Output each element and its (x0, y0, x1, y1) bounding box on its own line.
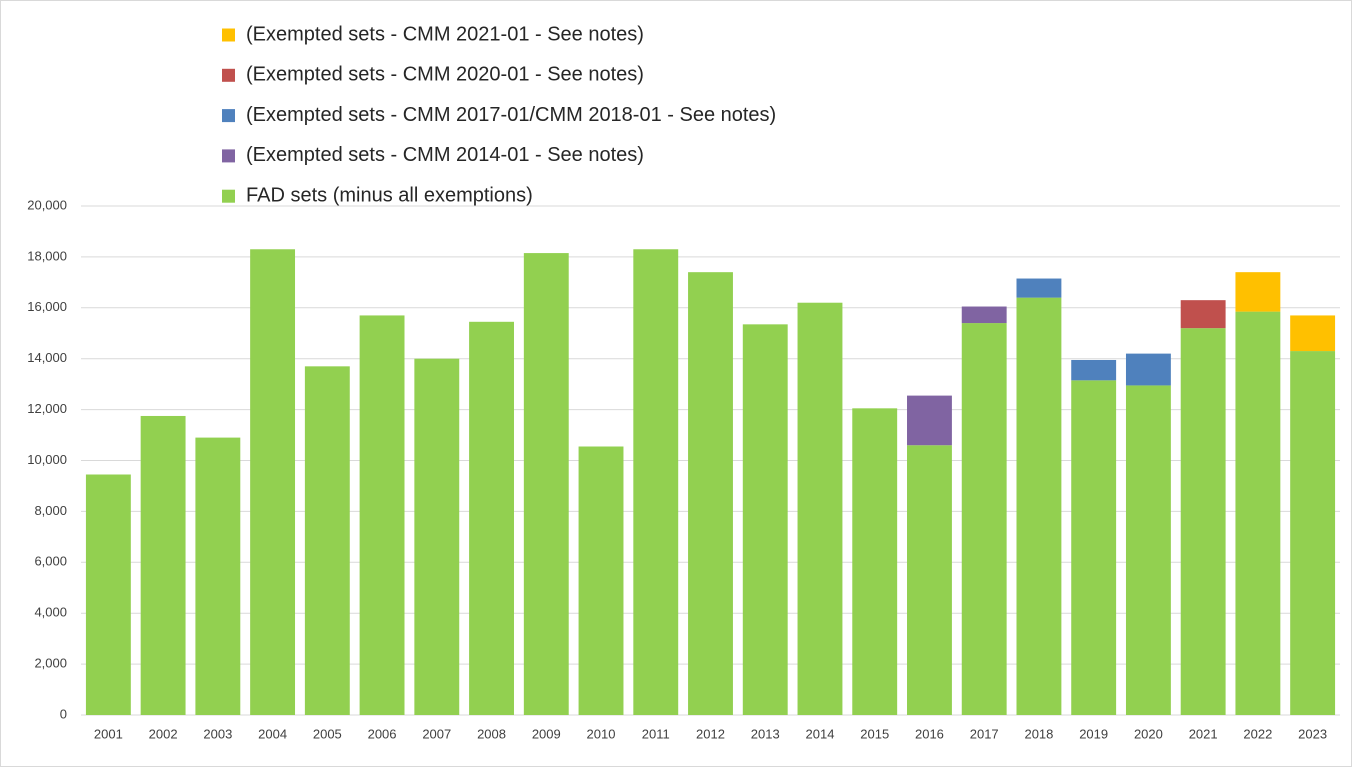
bar-segment (961, 306, 1007, 324)
bar-segment (1290, 351, 1336, 715)
legend-swatch (222, 28, 235, 42)
x-tick-label: 2016 (915, 726, 944, 741)
legend-label: FAD sets (minus all exemptions) (246, 184, 533, 206)
bar-segment (1125, 353, 1171, 386)
bar-segment (523, 253, 569, 715)
bar-segment (742, 324, 788, 715)
bar-segment (469, 321, 514, 715)
x-tick-label: 2001 (94, 726, 123, 741)
x-tick-label: 2012 (696, 726, 725, 741)
x-tick-label: 2023 (1298, 726, 1327, 741)
y-tick-label: 18,000 (27, 248, 67, 263)
x-tick-label: 2020 (1134, 726, 1163, 741)
bar-segment (797, 302, 843, 715)
x-tick-label: 2005 (313, 726, 342, 741)
x-tick-label: 2018 (1024, 726, 1053, 741)
x-tick-label: 2014 (806, 726, 835, 741)
bar-segment (1125, 385, 1171, 715)
bar-segment (1290, 315, 1336, 352)
bar-segment (688, 272, 733, 715)
x-tick-label: 2003 (203, 726, 232, 741)
bar-segment (1016, 297, 1062, 715)
x-tick-label: 2013 (751, 726, 780, 741)
bar-segment (304, 366, 350, 715)
bar-segment (359, 315, 405, 715)
y-tick-label: 0 (60, 706, 67, 721)
bar-segment (195, 437, 241, 715)
legend-label: (Exempted sets - CMM 2014-01 - See notes… (246, 144, 644, 166)
y-tick-label: 2,000 (34, 656, 67, 671)
legend-swatch (222, 189, 235, 203)
bar-segment (852, 408, 898, 715)
bar-segment (1071, 380, 1117, 715)
bar-segment (414, 358, 460, 715)
x-tick-label: 2011 (642, 726, 670, 741)
y-tick-label: 8,000 (34, 503, 67, 518)
legend-label: (Exempted sets - CMM 2017-01/CMM 2018-01… (246, 104, 776, 126)
legend-swatch (222, 149, 235, 163)
legend-swatch (222, 109, 235, 123)
bar-segment (250, 249, 296, 715)
x-tick-label: 2019 (1079, 726, 1108, 741)
bar-segment (1180, 328, 1226, 715)
x-tick-label: 2009 (532, 726, 561, 741)
x-tick-label: 2022 (1243, 726, 1272, 741)
x-tick-label: 2006 (368, 726, 397, 741)
x-tick-label: 2015 (860, 726, 889, 741)
bar-segment (633, 249, 679, 715)
x-tick-label: 2010 (587, 726, 616, 741)
x-tick-label: 2007 (422, 726, 451, 741)
y-tick-label: 10,000 (27, 452, 67, 467)
x-tick-label: 2008 (477, 726, 506, 741)
bar-segment (1180, 300, 1226, 329)
x-tick-label: 2017 (970, 726, 999, 741)
y-tick-label: 14,000 (27, 350, 67, 365)
x-tick-label: 2021 (1189, 726, 1218, 741)
legend-label: (Exempted sets - CMM 2021-01 - See notes… (246, 23, 644, 45)
legend-label: (Exempted sets - CMM 2020-01 - See notes… (246, 64, 644, 86)
bar-segment (1071, 359, 1117, 381)
bar-segment (85, 474, 131, 715)
y-tick-label: 6,000 (34, 554, 67, 569)
y-tick-label: 12,000 (27, 401, 67, 416)
bar-segment (907, 395, 952, 446)
bar-segment (907, 445, 952, 715)
bar-segment (578, 446, 624, 715)
bar-segment (1016, 278, 1062, 298)
legend-swatch (222, 68, 235, 82)
bar-segment (140, 415, 186, 715)
y-tick-label: 16,000 (27, 299, 67, 314)
bar-segment (1235, 272, 1281, 312)
bar-segment (1235, 311, 1281, 715)
x-tick-label: 2002 (149, 726, 178, 741)
y-tick-label: 4,000 (34, 605, 67, 620)
bar-segment (961, 323, 1007, 715)
x-tick-label: 2004 (258, 726, 287, 741)
y-tick-label: 20,000 (27, 197, 67, 212)
